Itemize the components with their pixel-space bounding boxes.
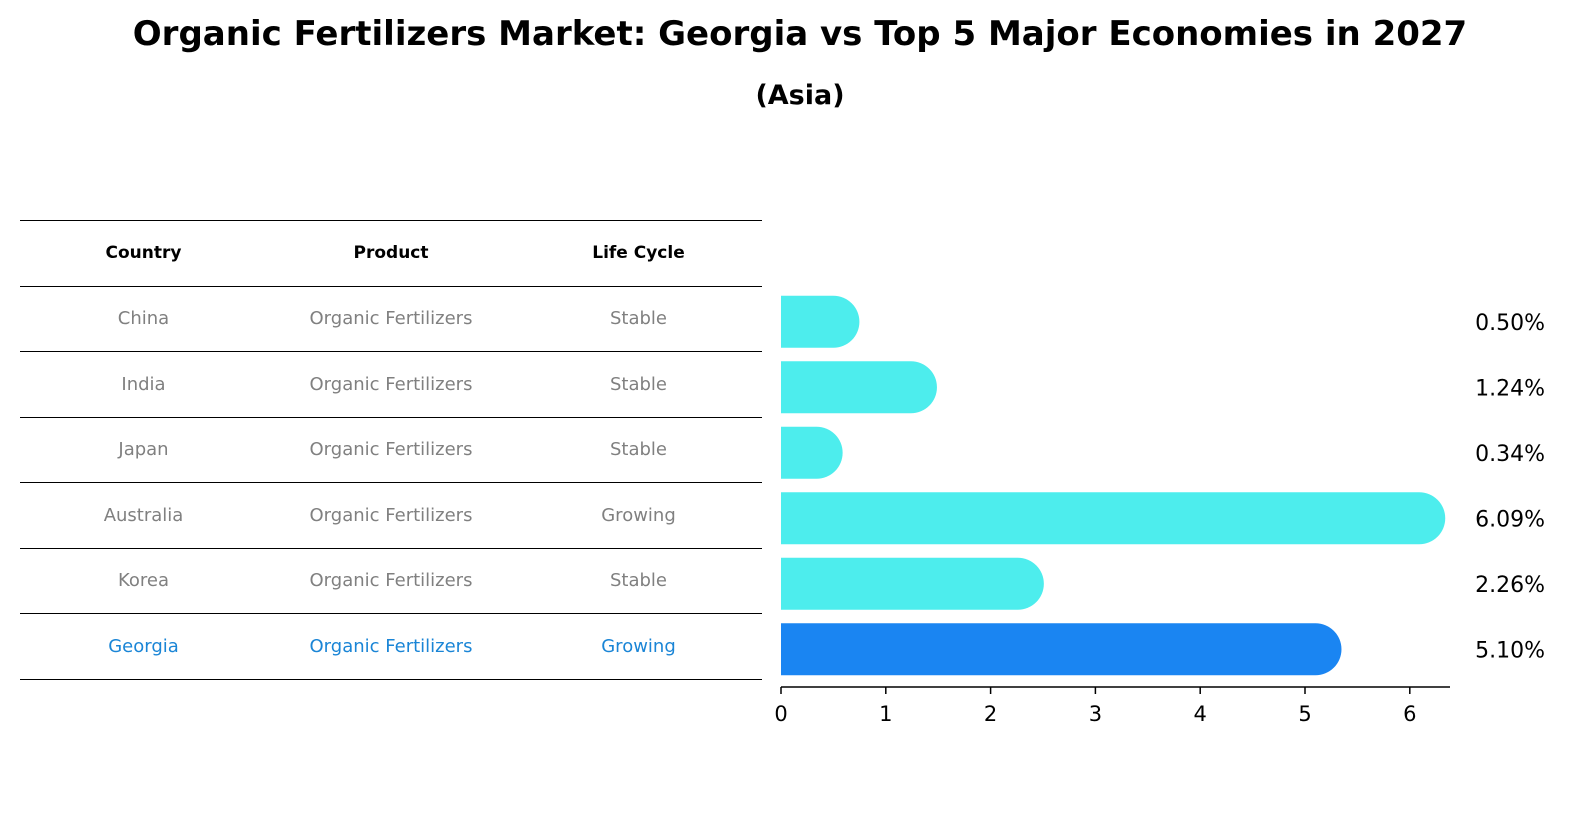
table-header-cell: Country (105, 243, 182, 263)
table-cell: Organic Fertilizers (309, 439, 473, 460)
bar-australia (781, 492, 1446, 545)
table-cell: Australia (103, 504, 184, 526)
table-cell: India (121, 373, 166, 395)
table-cell: Organic Fertilizers (309, 308, 473, 329)
value-label: 0.50% (1475, 311, 1545, 336)
value-label: 5.10% (1475, 638, 1545, 663)
table-rule (20, 416, 762, 418)
table-cell: Korea (117, 570, 170, 591)
table-rule (20, 285, 762, 287)
table-cell: Organic Fertilizers (309, 373, 473, 395)
table-cell: Stable (609, 570, 667, 591)
table-rule (20, 351, 762, 352)
bar-korea (781, 557, 1044, 610)
bar-india (781, 361, 937, 414)
table-cell: Georgia (108, 635, 179, 657)
x-tick-label: 6 (1403, 702, 1416, 726)
table-cell: Japan (118, 439, 169, 460)
table-cell: Growing (601, 635, 676, 657)
table-cell: Stable (609, 373, 667, 395)
table-cell: Organic Fertilizers (309, 570, 473, 591)
table-cell: Organic Fertilizers (309, 635, 473, 657)
x-tick-label: 5 (1298, 702, 1311, 726)
x-tick-label: 0 (774, 702, 787, 726)
value-label: 1.24% (1475, 376, 1545, 401)
table-cell: Organic Fertilizers (309, 504, 473, 526)
x-tick-label: 1 (879, 702, 892, 726)
table-header-cell: Product (353, 243, 429, 263)
value-label: 6.09% (1475, 507, 1545, 532)
value-label: 0.34% (1475, 442, 1545, 467)
table-cell: China (117, 308, 170, 329)
table-rule (20, 613, 762, 614)
value-label: 2.26% (1475, 573, 1545, 598)
table-cell: Growing (601, 504, 676, 526)
table-rule (20, 678, 762, 680)
table-cell: Stable (609, 439, 667, 460)
x-tick-label: 3 (1089, 702, 1102, 726)
chart-subtitle: (Asia) (755, 80, 845, 111)
table-rule (20, 220, 762, 221)
table-cell: Stable (609, 308, 667, 329)
bar-georgia (781, 623, 1342, 676)
x-tick-label: 2 (984, 702, 997, 726)
table-rule (20, 482, 762, 483)
table-header-cell: Life Cycle (592, 243, 685, 263)
bar-japan (781, 426, 843, 479)
x-tick-label: 4 (1194, 702, 1207, 726)
bar-china (781, 295, 860, 348)
table-rule (20, 547, 762, 549)
chart-title: Organic Fertilizers Market: Georgia vs T… (132, 14, 1468, 54)
